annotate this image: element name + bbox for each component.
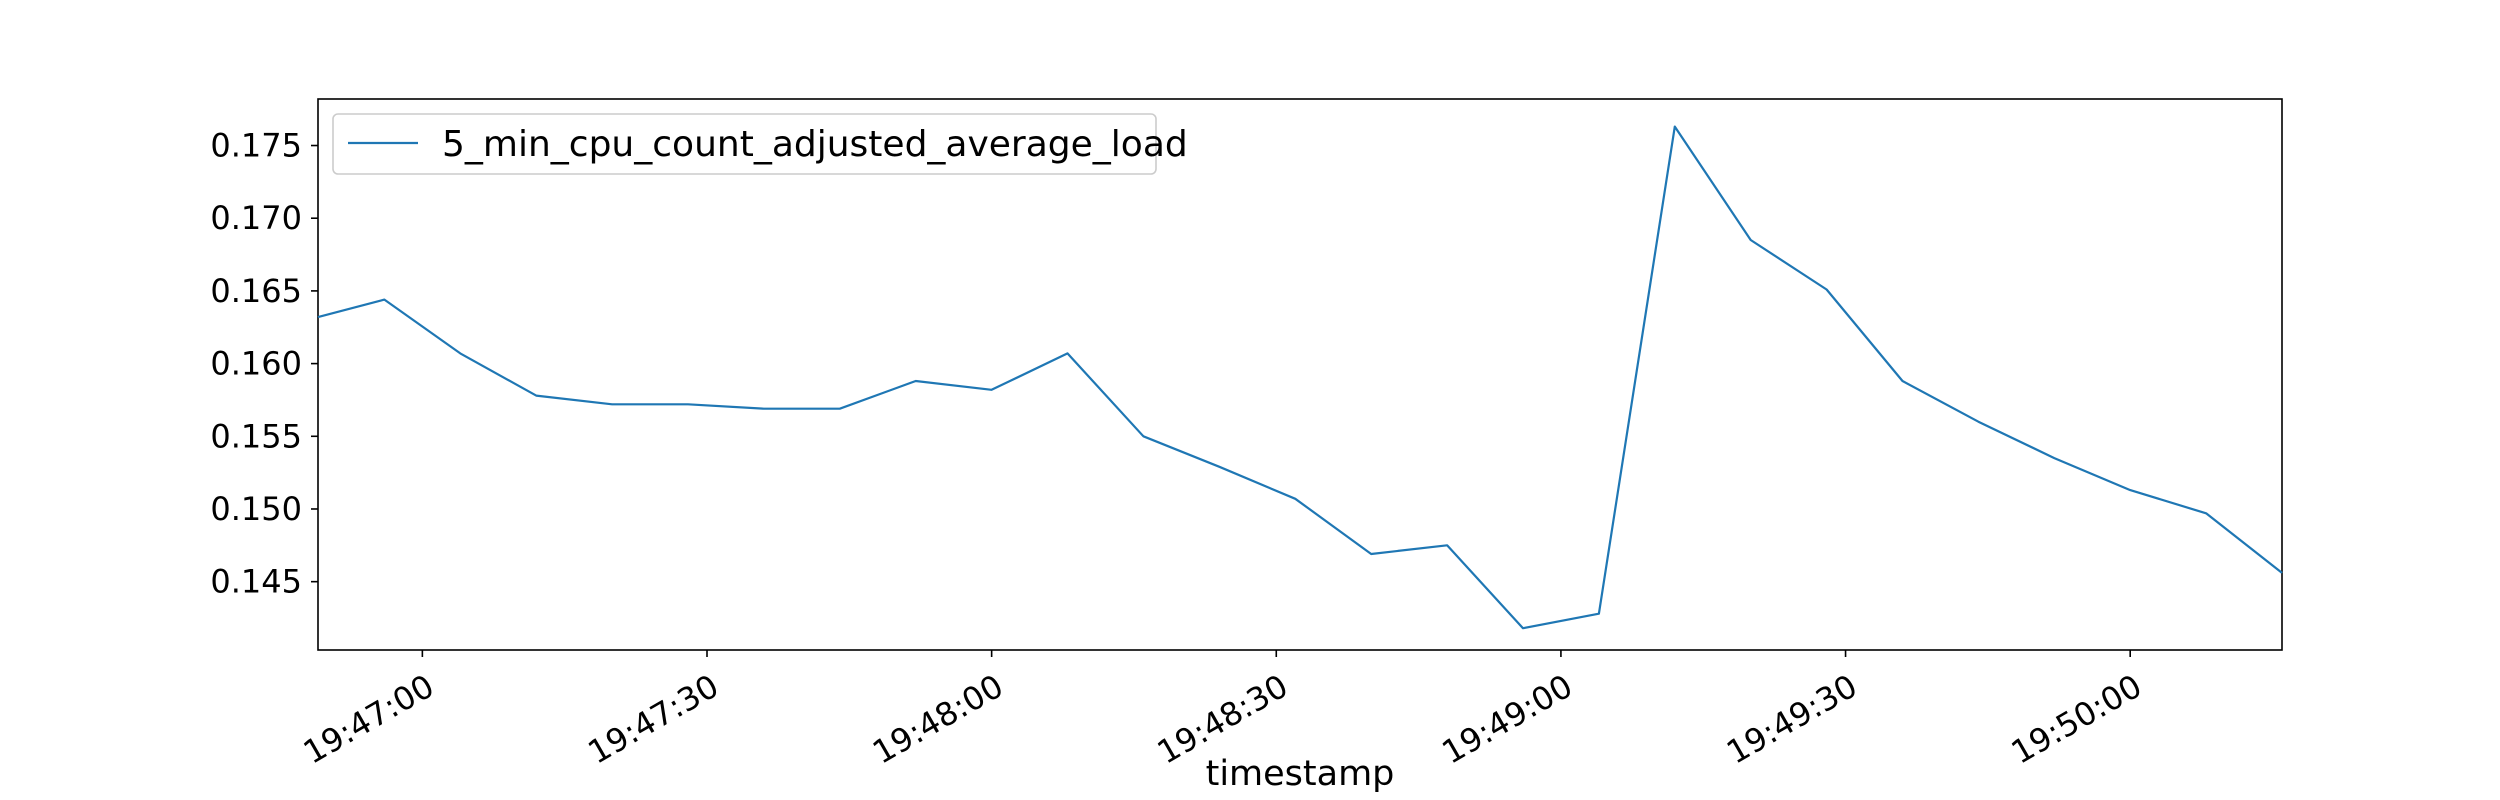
x-tick-label: 19:48:00 (866, 667, 1009, 772)
y-tick-label: 0.165 (210, 272, 302, 310)
y-tick-label: 0.170 (210, 199, 302, 237)
y-tick-label: 0.150 (210, 490, 302, 528)
y-tick-label: 0.160 (210, 345, 302, 383)
legend-entry-label: 5_min_cpu_count_adjusted_average_load (442, 124, 1188, 165)
x-tick-label: 19:49:30 (1720, 667, 1863, 772)
series-layer (317, 125, 2283, 630)
legend: 5_min_cpu_count_adjusted_average_load (332, 113, 1188, 175)
series-line-0 (317, 125, 2283, 630)
y-axis: 0.145 0.150 0.155 0.160 0.165 0.170 0.175 (210, 127, 318, 601)
x-axis-title: timestamp (1206, 754, 1395, 794)
x-tick-label: 19:47:00 (297, 667, 440, 772)
plot-frame (317, 98, 2283, 651)
x-tick-label: 19:49:00 (1435, 667, 1578, 772)
x-tick-label: 19:47:30 (582, 667, 725, 772)
x-tick-label: 19:50:00 (2005, 667, 2148, 772)
plot-area: 0.145 0.150 0.155 0.160 0.165 0.170 0.175 19:4… (210, 98, 2283, 772)
legend-box (332, 113, 1157, 175)
y-tick-label: 0.175 (210, 127, 302, 165)
y-tick-label: 0.155 (210, 417, 302, 455)
y-tick-label: 0.145 (210, 563, 302, 601)
